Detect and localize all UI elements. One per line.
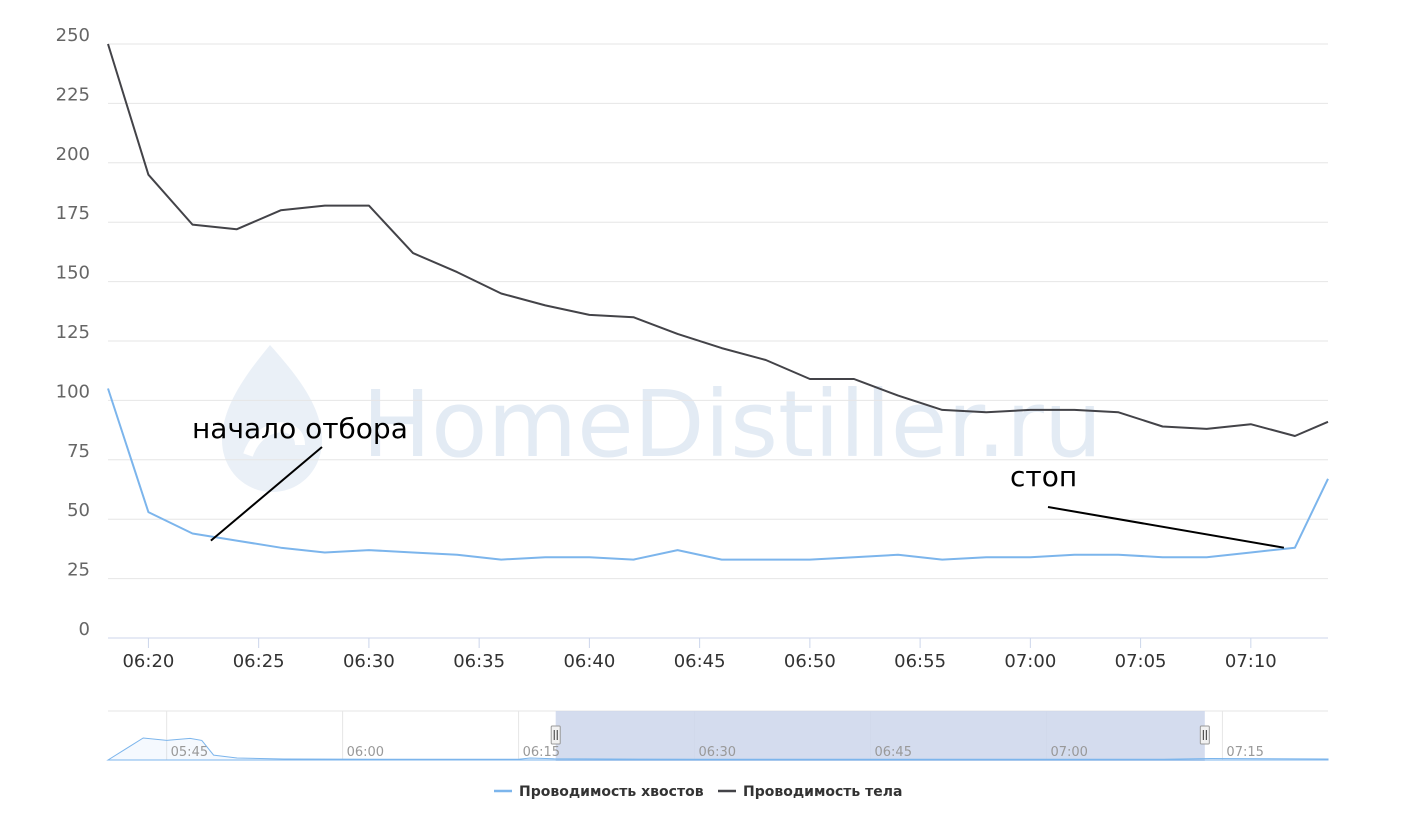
- x-tick-label: 06:35: [453, 651, 505, 672]
- y-tick-label: 150: [56, 263, 90, 284]
- y-tick-label: 100: [56, 381, 90, 402]
- x-tick-label: 06:55: [894, 651, 946, 672]
- x-tick-label: 07:00: [1004, 651, 1056, 672]
- navigator-tick-label: 06:15: [523, 745, 560, 760]
- x-tick-label: 07:05: [1115, 651, 1167, 672]
- x-tick-label: 06:45: [674, 651, 726, 672]
- droplet-logo-swirl-icon: [243, 422, 305, 457]
- gridlines: [108, 43, 1328, 639]
- y-tick-label: 250: [56, 25, 90, 46]
- annotation-stop-pointer: [1047, 506, 1285, 549]
- legend: Проводимость хвостов Проводимость тела: [494, 784, 902, 800]
- x-tick-label: 07:10: [1225, 651, 1277, 672]
- handle-grip[interactable]: [550, 725, 561, 745]
- x-tick-label: 06:30: [343, 651, 395, 672]
- y-tick-label: 225: [56, 84, 90, 105]
- navigator[interactable]: 05:45 06:00 06:15 06:30 06:45 07:00 07:15: [106, 710, 1329, 761]
- y-tick-label: 175: [56, 203, 90, 224]
- series-line-body: [107, 43, 1329, 437]
- series-line-tails: [107, 388, 1329, 561]
- y-axis: 0 25 50 75 100 125 150 175 200 225 250: [56, 25, 90, 640]
- navigator-handle-right[interactable]: [1199, 725, 1210, 745]
- x-tick-label: 06:20: [122, 651, 174, 672]
- watermark-text: HomeDistiller.ru: [362, 371, 1102, 478]
- navigator-tick-label: 05:45: [171, 745, 208, 760]
- annotation-start-pointer: [210, 446, 323, 542]
- navigator-x-axis: 05:45 06:00 06:15 06:30 06:45 07:00 07:15: [171, 745, 1264, 760]
- navigator-tick-label: 07:00: [1050, 745, 1087, 760]
- droplet-logo-icon: [222, 345, 322, 492]
- series-lines: [107, 43, 1329, 561]
- navigator-tick-label: 07:15: [1226, 745, 1263, 760]
- annotation-start: начало отбора: [192, 412, 408, 542]
- y-tick-label: 125: [56, 322, 90, 343]
- y-tick-label: 200: [56, 144, 90, 165]
- x-axis: 06:20 06:25 06:30 06:35 06:40 06:45 06:50 06:55…: [122, 638, 1277, 672]
- x-tick-label: 06:50: [784, 651, 836, 672]
- annotation-stop-label: стоп: [1010, 460, 1077, 493]
- y-tick-label: 25: [67, 560, 90, 581]
- legend-item-tails-label: Проводимость хвостов: [519, 784, 704, 800]
- navigator-series-area: [106, 737, 1329, 761]
- handle-grip[interactable]: [1199, 725, 1210, 745]
- navigator-selected-range[interactable]: [555, 711, 1205, 761]
- y-tick-label: 0: [79, 619, 90, 640]
- annotation-start-label: начало отбора: [192, 412, 408, 445]
- x-tick-label: 06:40: [563, 651, 615, 672]
- legend-item-body-label: Проводимость тела: [743, 784, 902, 800]
- navigator-tick-label: 06:00: [347, 745, 384, 760]
- navigator-tick-label: 06:30: [699, 745, 736, 760]
- navigator-tick-label: 06:45: [875, 745, 912, 760]
- y-tick-label: 75: [67, 441, 90, 462]
- annotation-stop: стоп: [1010, 460, 1285, 549]
- x-tick-label: 06:25: [233, 651, 285, 672]
- y-tick-label: 50: [67, 500, 90, 521]
- legend-item-body[interactable]: Проводимость тела: [718, 784, 902, 800]
- legend-item-tails[interactable]: Проводимость хвостов: [494, 784, 704, 800]
- navigator-handle-left[interactable]: [550, 725, 561, 745]
